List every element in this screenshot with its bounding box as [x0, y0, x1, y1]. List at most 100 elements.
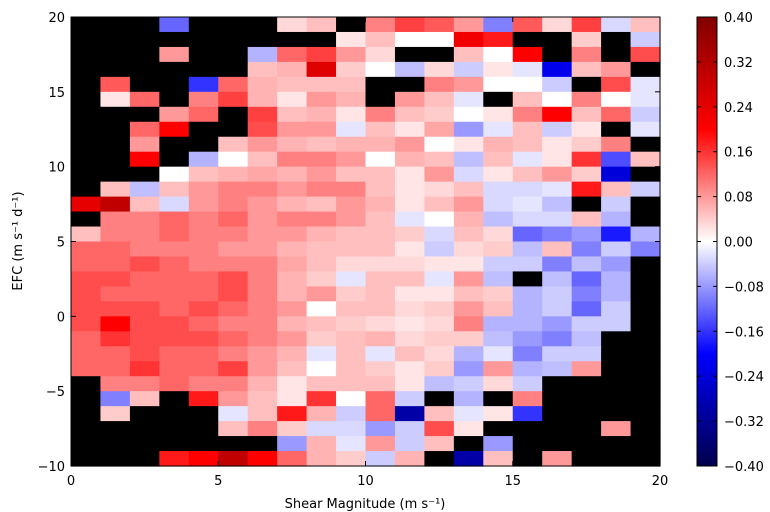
heatmap-cell — [71, 211, 102, 228]
heatmap-cell — [394, 421, 425, 437]
heatmap-cell — [601, 61, 632, 78]
heatmap-cell — [71, 331, 102, 347]
heatmap-cell — [277, 17, 308, 33]
heatmap-cell — [277, 91, 308, 108]
heatmap-cell — [159, 91, 190, 108]
heatmap-cell — [129, 376, 160, 392]
heatmap-cell — [365, 346, 396, 362]
heatmap-cell — [71, 316, 102, 332]
heatmap-cell — [247, 181, 278, 198]
heatmap-cell — [365, 46, 396, 63]
heatmap-cell — [424, 181, 455, 198]
heatmap-cell — [100, 151, 131, 168]
heatmap-cell — [247, 196, 278, 213]
heatmap-cell — [394, 301, 425, 317]
heatmap-cell — [129, 451, 160, 467]
heatmap-cell — [129, 271, 160, 287]
heatmap-cell — [277, 76, 308, 93]
heatmap-cell — [129, 346, 160, 362]
heatmap-cell — [394, 166, 425, 183]
heatmap-cell — [542, 301, 573, 317]
heatmap-cell — [159, 346, 190, 362]
heatmap-cell — [336, 17, 367, 33]
heatmap-cell — [571, 31, 602, 48]
heatmap-cell — [306, 376, 337, 392]
heatmap-cell — [512, 451, 543, 467]
heatmap-cell — [336, 241, 367, 258]
heatmap-cell — [129, 211, 160, 228]
heatmap-cell — [247, 46, 278, 63]
heatmap-cell — [159, 151, 190, 168]
heatmap-cell — [512, 136, 543, 153]
heatmap-cell — [630, 361, 661, 377]
heatmap-cell — [424, 226, 455, 243]
heatmap-cell — [100, 196, 131, 213]
heatmap-cell — [630, 136, 661, 153]
heatmap-cell — [453, 136, 484, 153]
heatmap-cell — [129, 406, 160, 422]
heatmap-cell — [218, 151, 249, 168]
heatmap-cell — [247, 17, 278, 33]
heatmap-cell — [601, 136, 632, 153]
heatmap-cell — [365, 121, 396, 138]
heatmap-cell — [218, 17, 249, 33]
heatmap-cell — [247, 31, 278, 48]
heatmap-cell — [277, 46, 308, 63]
heatmap-cell — [218, 211, 249, 228]
heatmap-cell — [453, 241, 484, 258]
heatmap-cell — [424, 361, 455, 377]
heatmap-cell — [100, 376, 131, 392]
x-tick-label: 20 — [652, 474, 669, 489]
heatmap-cell — [71, 256, 102, 273]
heatmap-cell — [512, 106, 543, 123]
heatmap-cell — [512, 436, 543, 452]
heatmap-cell — [630, 226, 661, 243]
heatmap-cell — [512, 271, 543, 287]
heatmap-cell — [542, 391, 573, 407]
heatmap-cell — [601, 256, 632, 273]
colorbar-tick-label: 0.08 — [724, 191, 753, 206]
heatmap-cell — [571, 166, 602, 183]
heatmap-cell — [247, 91, 278, 108]
heatmap-cell — [453, 301, 484, 317]
heatmap-cell — [306, 91, 337, 108]
heatmap-cell — [365, 196, 396, 213]
heatmap-cell — [336, 136, 367, 153]
heatmap-cell — [277, 61, 308, 78]
heatmap-cell — [336, 436, 367, 452]
heatmap-cell — [306, 406, 337, 422]
heatmap-cell — [630, 31, 661, 48]
heatmap-cell — [424, 17, 455, 33]
heatmap-cell — [512, 151, 543, 168]
colorbar-tick-label: 0.24 — [724, 101, 753, 116]
y-tick-label: 10 — [48, 161, 65, 176]
heatmap-cell — [453, 376, 484, 392]
heatmap-cell — [542, 61, 573, 78]
heatmap-cell — [630, 436, 661, 452]
heatmap-cell — [129, 91, 160, 108]
heatmap-cell — [483, 421, 514, 437]
heatmap-cell — [247, 436, 278, 452]
heatmap-cell — [424, 331, 455, 347]
heatmap-cell — [483, 31, 514, 48]
heatmap-cell — [247, 421, 278, 437]
heatmap-cell — [129, 241, 160, 258]
heatmap-cell — [424, 376, 455, 392]
heatmap-cell — [394, 436, 425, 452]
heatmap-cell — [601, 151, 632, 168]
heatmap-cell — [247, 361, 278, 377]
heatmap-cell — [424, 436, 455, 452]
heatmap-cell — [365, 181, 396, 198]
heatmap-cell — [365, 166, 396, 183]
heatmap-cell — [129, 256, 160, 273]
heatmap-cell — [453, 91, 484, 108]
heatmap-cell — [571, 136, 602, 153]
heatmap-cell — [601, 301, 632, 317]
heatmap-cell — [336, 361, 367, 377]
heatmap-cell — [424, 76, 455, 93]
heatmap-cell — [630, 91, 661, 108]
heatmap-cell — [394, 451, 425, 467]
heatmap-cell — [512, 421, 543, 437]
heatmap-cell — [306, 346, 337, 362]
heatmap-cell — [601, 31, 632, 48]
